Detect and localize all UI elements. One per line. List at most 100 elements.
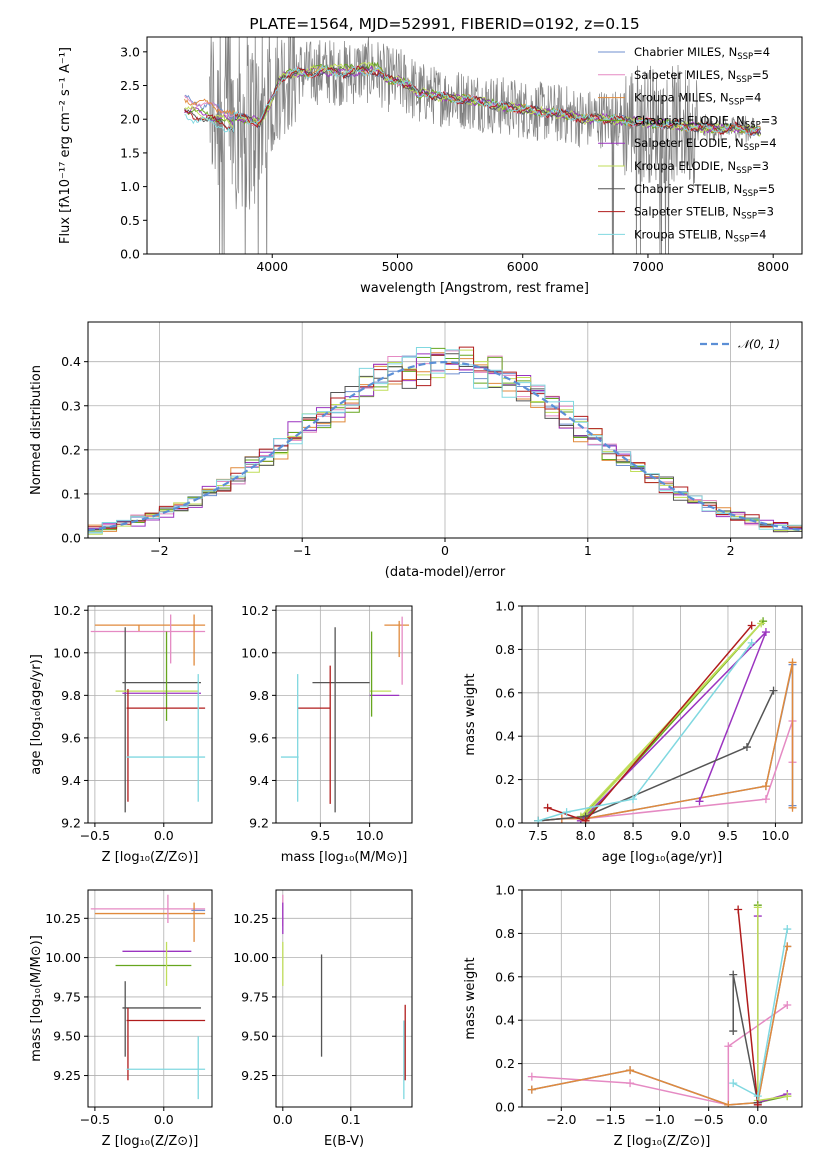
- weight-series: [534, 686, 778, 823]
- legend-entry: Kroupa STELIB, NSSP=4: [634, 227, 766, 244]
- weight-point: [747, 621, 756, 630]
- weight-point: [769, 686, 778, 695]
- x-tick-label: 10.0: [356, 828, 384, 843]
- weight-point: [527, 1072, 536, 1081]
- y-tick-label: 0.5: [120, 213, 140, 228]
- weight-series: [734, 905, 762, 1107]
- legend-entry-value: =3: [757, 205, 774, 219]
- y-tick-label: 2.5: [120, 78, 140, 93]
- y-tick-label: 0.2: [495, 772, 515, 787]
- y-tick-label: 9.6: [249, 730, 269, 745]
- spectrum-axes: 4000 5000 6000 7000 8000 0.0 0.5 1.0 1.5 2.0 2.5 3.…: [58, 15, 803, 296]
- x-tick-label: 2: [727, 543, 735, 558]
- legend-entry-subscript: SSP: [736, 166, 752, 176]
- legend-entry-subscript: SSP: [741, 212, 757, 222]
- weight-point: [742, 743, 751, 752]
- y-tick-label: 0.3: [61, 398, 81, 413]
- y-tick-label: 9.8: [249, 688, 269, 703]
- y-tick-label: 0.0: [495, 1100, 515, 1115]
- weight-point: [629, 795, 638, 804]
- y-tick-label: 1.0: [495, 883, 515, 898]
- weight-age-ylabel: mass weight: [463, 673, 478, 755]
- x-tick-label: −0.5: [80, 828, 110, 843]
- weight-series: [729, 925, 792, 1101]
- weight-Z-frame: [521, 889, 803, 1108]
- age-mass-xlabel: mass [log₁₀(M/M⊙)]: [281, 850, 408, 865]
- weight-point: [581, 816, 590, 823]
- legend-entry: Salpeter ELODIE, NSSP=4: [634, 136, 777, 153]
- weight-point: [753, 1092, 762, 1101]
- legend-entry-value: =5: [752, 68, 769, 82]
- legend-entry-name: Kroupa MILES, N: [634, 91, 729, 105]
- y-tick-label: 9.8: [61, 688, 81, 703]
- errorbar: [94, 624, 206, 632]
- weight-point: [527, 1085, 536, 1094]
- weight-line: [737, 909, 759, 1105]
- age-Z-ylabel: age [log₁₀(age/yr)]: [29, 654, 44, 775]
- model-line: [184, 64, 761, 135]
- y-tick-label: 10.00: [45, 950, 81, 965]
- x-tick-label: 0.0: [273, 1112, 293, 1127]
- legend-entry-name: Chabrier STELIB, N: [634, 182, 742, 196]
- y-tick-label: 10.0: [241, 645, 269, 660]
- y-tick-label: 1.0: [495, 599, 515, 614]
- mass-EBV-plot-area: [282, 894, 406, 1100]
- y-tick-label: 0.4: [495, 1013, 515, 1028]
- y-tick-label: 0.0: [495, 816, 515, 831]
- legend-entry: Salpeter STELIB, NSSP=3: [634, 205, 774, 222]
- y-tick-label: 0.4: [495, 729, 515, 744]
- legend-entry-subscript: SSP: [744, 143, 760, 153]
- x-tick-label: 9.5: [718, 828, 738, 843]
- mass-EBV-axes: 0.0 0.1 9.25 9.50 9.75 10.00 10.25 E(B-V): [233, 889, 413, 1149]
- y-tick-label: 9.6: [61, 730, 81, 745]
- weight-series: [729, 970, 762, 1107]
- y-tick-label: 9.25: [53, 1068, 81, 1083]
- residuals-ylabel: Normed distribution: [29, 365, 44, 495]
- legend-entry-value: =3: [761, 113, 778, 127]
- mass-EBV-frame: [275, 889, 413, 1108]
- weight-point: [734, 905, 743, 914]
- weight-line: [732, 928, 788, 1098]
- x-tick-label: 0.0: [154, 828, 174, 843]
- weight-point: [761, 628, 770, 637]
- x-tick-label: 0.0: [748, 1112, 768, 1127]
- y-tick-label: 9.2: [61, 816, 81, 831]
- age-mass-frame: [275, 605, 413, 824]
- y-tick-label: 10.2: [53, 603, 81, 618]
- legend-entry-value: =5: [758, 182, 775, 196]
- weight-point: [783, 1092, 792, 1101]
- legend-entry-name: Salpeter STELIB, N: [634, 205, 741, 219]
- weight-point: [747, 638, 756, 647]
- spectrum-ylabel: Flux [fλ10⁻¹⁷ erg cm⁻² s⁻¹ A⁻¹]: [58, 47, 73, 244]
- x-tick-label: 9.5: [310, 828, 330, 843]
- weight-point: [761, 795, 770, 804]
- weight-Z-axes: −2.0 −1.5 −1.0 −0.5 0.0 0.0 0.2 0.4 0.6 0.8 1.0 Z […: [463, 883, 803, 1149]
- legend-entry: Chabrier MILES, NSSP=4: [634, 45, 770, 62]
- legend-entry: Kroupa ELODIE, NSSP=3: [634, 159, 769, 176]
- y-tick-label: 0.8: [495, 926, 515, 941]
- legend-entry-value: =4: [744, 91, 761, 105]
- spectrum-title: PLATE=1564, MJD=52991, FIBERID=0192, z=0…: [249, 15, 639, 33]
- weight-series: [534, 717, 797, 823]
- weight-point: [543, 803, 552, 812]
- weight-line: [538, 662, 794, 822]
- weight-point: [724, 1042, 733, 1051]
- x-tick-label: −1: [293, 543, 311, 558]
- weight-age-axes: 7.5 8.0 8.5 9.0 9.5 10.0 0.0 0.2 0.4 0.6 0.8 1.0 age…: [463, 599, 803, 865]
- x-tick-label: −2: [150, 543, 168, 558]
- mass-Z-xlabel: Z [log₁₀(Z/Z⊙)]: [102, 1134, 199, 1149]
- legend-entry-value: =3: [752, 159, 769, 173]
- legend-entry-value: =4: [760, 136, 777, 150]
- mass-Z-plot-area: [90, 894, 206, 1100]
- weight-point: [626, 1079, 635, 1088]
- weight-line: [547, 625, 753, 822]
- x-tick-label: 5000: [382, 259, 414, 274]
- x-tick-label: −0.5: [693, 1112, 723, 1127]
- residuals-xlabel: (data-model)/error: [385, 565, 506, 580]
- weight-age-plot-area: [534, 617, 797, 823]
- errorbar: [90, 614, 206, 664]
- weight-point: [783, 925, 792, 934]
- weight-point: [626, 1066, 635, 1075]
